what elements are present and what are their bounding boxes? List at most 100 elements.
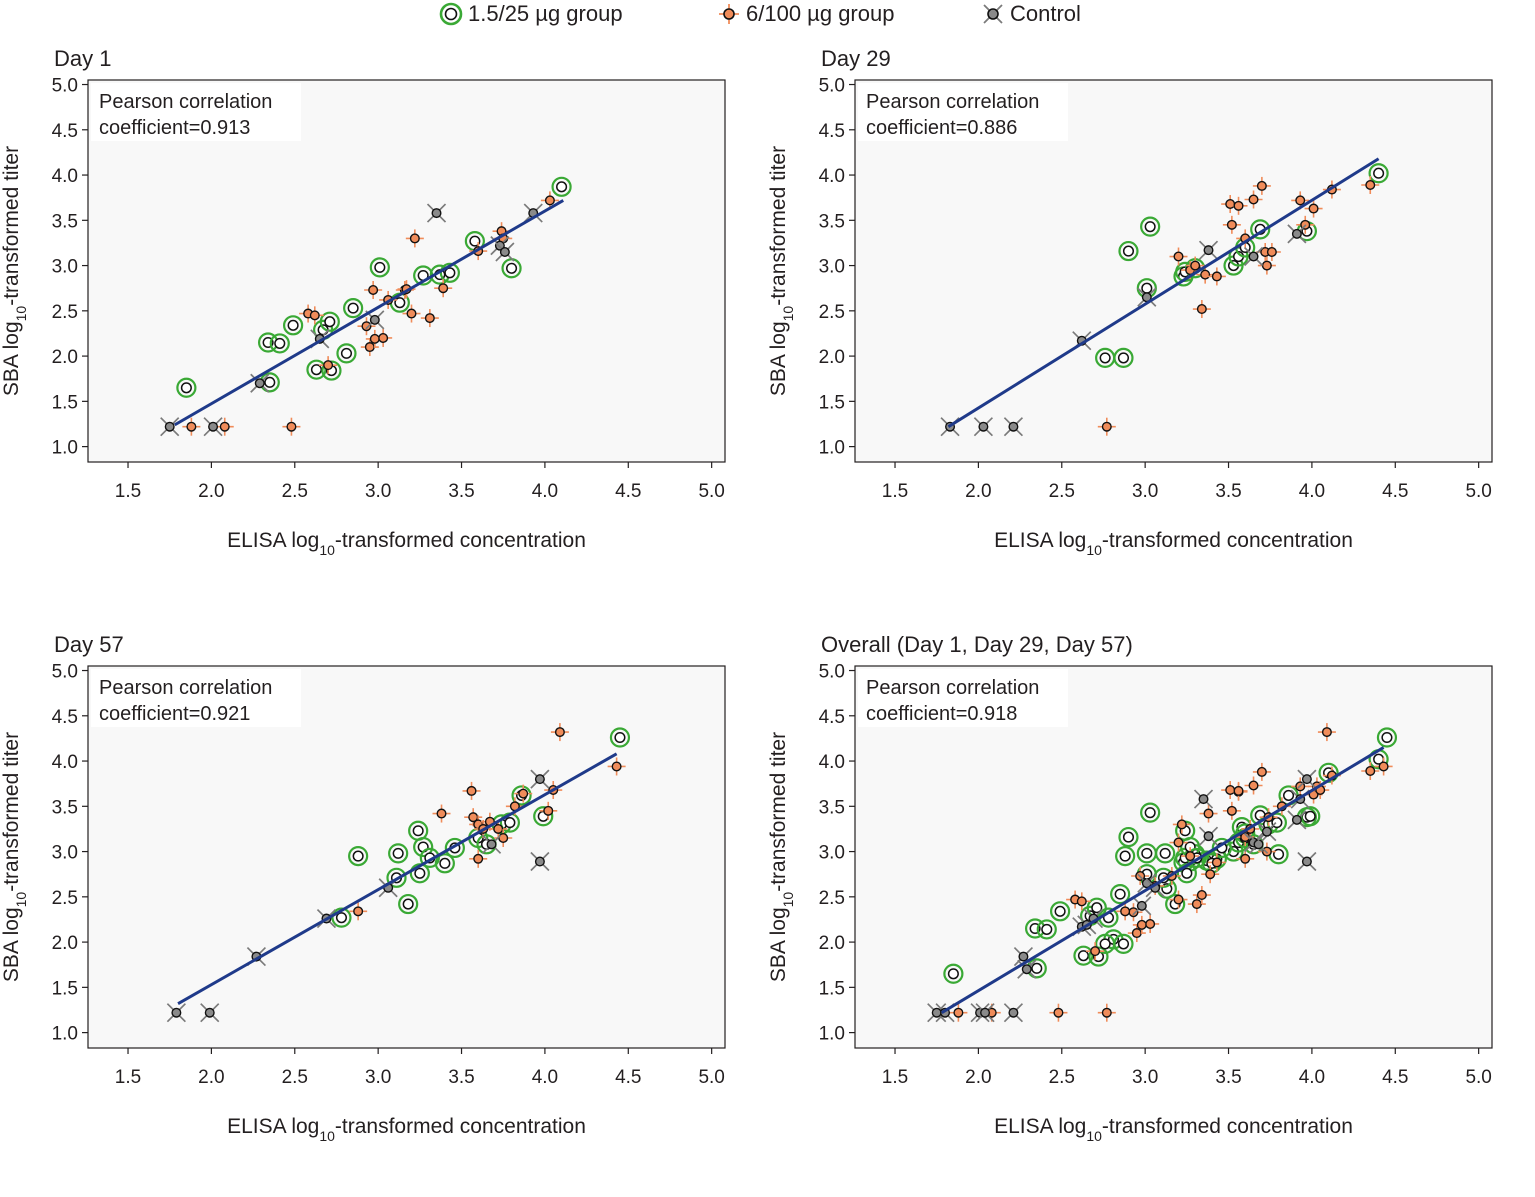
marker-core <box>364 342 375 353</box>
marker-core <box>1233 200 1244 211</box>
x-tick-label: 2.0 <box>965 1067 991 1088</box>
marker-core <box>1018 951 1029 962</box>
data-point-control <box>203 417 223 437</box>
y-axis-title-main: SBA log <box>767 321 790 396</box>
data-point-control <box>1193 789 1214 809</box>
marker-ring <box>343 298 364 319</box>
data-point-control <box>1132 896 1152 916</box>
x-axis-title: ELISA log10-transformed concentration <box>227 529 586 558</box>
data-point-low-dose <box>1368 163 1389 184</box>
x-tick-label: 2.0 <box>965 481 991 502</box>
x-tick-label: 4.5 <box>1382 1067 1408 1088</box>
data-point-high-dose <box>1192 300 1211 319</box>
marker-ring <box>369 257 390 278</box>
data-point-high-dose <box>1169 833 1188 852</box>
regression-line <box>173 199 564 427</box>
marker-core <box>287 319 299 331</box>
marker-ring <box>1250 219 1271 240</box>
x-tick-label: 2.5 <box>1049 481 1075 502</box>
data-point-low-dose <box>398 893 419 915</box>
marker-core <box>1117 352 1130 364</box>
data-point-high-dose <box>949 1003 968 1022</box>
y-tick-label: 1.0 <box>819 438 845 459</box>
x-tick-label: 3.0 <box>1132 1067 1158 1088</box>
x-tick-label: 1.5 <box>115 481 141 502</box>
marker-core <box>1008 421 1019 432</box>
marker-core <box>1145 918 1156 929</box>
marker-core <box>1122 831 1135 843</box>
data-point-control <box>426 203 447 223</box>
data-point-control <box>1243 246 1264 267</box>
data-point-high-dose <box>365 329 384 348</box>
marker-ring <box>1155 843 1176 864</box>
marker-core <box>554 727 565 738</box>
x-tick-label: 2.0 <box>198 481 224 502</box>
plot-area <box>87 79 726 463</box>
data-point-control <box>1287 224 1307 244</box>
marker-core <box>412 825 424 837</box>
marker-core <box>1373 167 1385 179</box>
marker-core <box>1365 766 1376 777</box>
marker-core <box>1159 847 1171 859</box>
marker-core <box>534 856 545 867</box>
data-point-high-dose <box>1172 815 1191 834</box>
legend: 1.5/25 µg group 6/100 µg group Control <box>0 0 1535 30</box>
data-point-low-dose <box>1110 884 1131 905</box>
plot-area <box>854 79 1493 463</box>
marker-ring <box>444 837 465 859</box>
marker-core <box>473 853 484 864</box>
data-point-high-dose <box>1229 196 1248 215</box>
data-point-high-dose <box>1222 801 1241 820</box>
legend-label-high-dose: 6/100 µg group <box>746 1 895 26</box>
marker-core <box>1117 938 1130 950</box>
data-point-high-dose <box>1124 903 1143 922</box>
data-point-low-dose <box>336 343 357 364</box>
marker-core <box>494 240 505 251</box>
x-tick-label: 5.0 <box>1465 1067 1491 1088</box>
x-tick-label: 1.5 <box>115 1067 141 1088</box>
marker-ring <box>176 377 197 398</box>
annotation-box <box>858 669 1068 727</box>
data-point-high-dose <box>462 781 481 800</box>
data-point-high-dose <box>494 828 513 847</box>
y-tick-label: 3.5 <box>52 211 78 232</box>
marker-core <box>374 261 386 273</box>
x-tick-label: 5.0 <box>698 1067 724 1088</box>
y-tick-label: 2.5 <box>52 888 78 909</box>
chart-svg: Day 57 Pearson correlation coefficient=0.9… <box>0 632 726 1144</box>
y-tick-label: 1.0 <box>52 1024 78 1045</box>
data-point-high-dose <box>1317 723 1336 742</box>
marker-ring <box>413 836 434 858</box>
marker-core <box>1248 780 1259 791</box>
marker-core <box>1211 271 1222 282</box>
marker-core <box>378 332 389 343</box>
data-point-high-dose <box>1229 781 1248 800</box>
marker-core <box>980 1007 991 1018</box>
marker-core <box>534 774 545 785</box>
data-point-control <box>975 1003 995 1023</box>
marker-core <box>180 382 192 394</box>
data-point-high-dose <box>1169 247 1188 266</box>
correlation-label: Pearson correlation <box>99 677 272 699</box>
data-point-high-dose <box>1097 417 1116 436</box>
data-point-low-dose <box>1140 216 1161 237</box>
marker-core <box>208 421 219 432</box>
marker-core <box>1203 831 1214 842</box>
marker-ring <box>1050 901 1071 922</box>
data-point-high-dose <box>469 849 488 868</box>
x-axis-title-subscript: 10 <box>1086 1128 1102 1144</box>
marker-ring <box>609 727 631 748</box>
marker-core <box>1266 246 1277 257</box>
data-point-high-dose <box>1374 757 1393 776</box>
x-tick-label: 4.0 <box>532 481 558 502</box>
marker-ring <box>348 845 369 867</box>
marker-ring <box>388 843 409 864</box>
data-point-high-dose <box>420 309 439 328</box>
x-tick-label: 4.5 <box>615 481 641 502</box>
x-tick-label: 3.0 <box>365 481 391 502</box>
data-point-high-dose <box>374 328 393 347</box>
data-point-high-dose <box>1257 256 1276 275</box>
marker-ring <box>1036 919 1057 940</box>
marker-core <box>543 805 554 816</box>
x-axis-title-main: ELISA log <box>227 529 319 552</box>
